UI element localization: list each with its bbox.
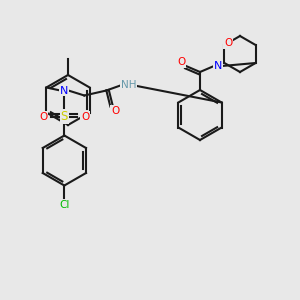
Text: Cl: Cl [59,200,70,211]
Text: O: O [224,38,232,48]
Text: O: O [177,57,185,67]
Text: S: S [61,110,68,123]
Text: O: O [81,112,89,122]
Text: N: N [60,85,68,95]
Text: N: N [214,61,222,71]
Text: O: O [39,112,47,122]
Text: O: O [111,106,119,116]
Text: NH: NH [121,80,136,91]
